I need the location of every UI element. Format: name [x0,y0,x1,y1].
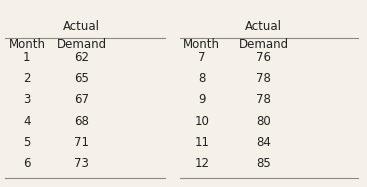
Text: Demand: Demand [57,38,106,51]
Text: 8: 8 [198,72,206,85]
Text: 9: 9 [198,94,206,107]
Text: 2: 2 [23,72,30,85]
Text: 7: 7 [198,51,206,64]
Text: 5: 5 [23,136,30,149]
Text: 71: 71 [74,136,89,149]
Text: 65: 65 [74,72,89,85]
Text: 6: 6 [23,157,30,170]
Text: 11: 11 [194,136,209,149]
Text: 78: 78 [256,94,271,107]
Text: Actual: Actual [63,20,100,33]
Text: 76: 76 [256,51,271,64]
Text: 80: 80 [256,115,271,128]
Text: 73: 73 [74,157,89,170]
Text: 85: 85 [256,157,271,170]
Text: Month: Month [183,38,220,51]
Text: 10: 10 [194,115,209,128]
Text: Month: Month [8,38,46,51]
Text: 68: 68 [74,115,89,128]
Text: 78: 78 [256,72,271,85]
Text: 1: 1 [23,51,30,64]
Text: 67: 67 [74,94,89,107]
Text: Demand: Demand [239,38,289,51]
Text: Actual: Actual [245,20,282,33]
Text: 3: 3 [23,94,30,107]
Text: 84: 84 [256,136,271,149]
Text: 4: 4 [23,115,30,128]
Text: 12: 12 [194,157,209,170]
Text: 62: 62 [74,51,89,64]
